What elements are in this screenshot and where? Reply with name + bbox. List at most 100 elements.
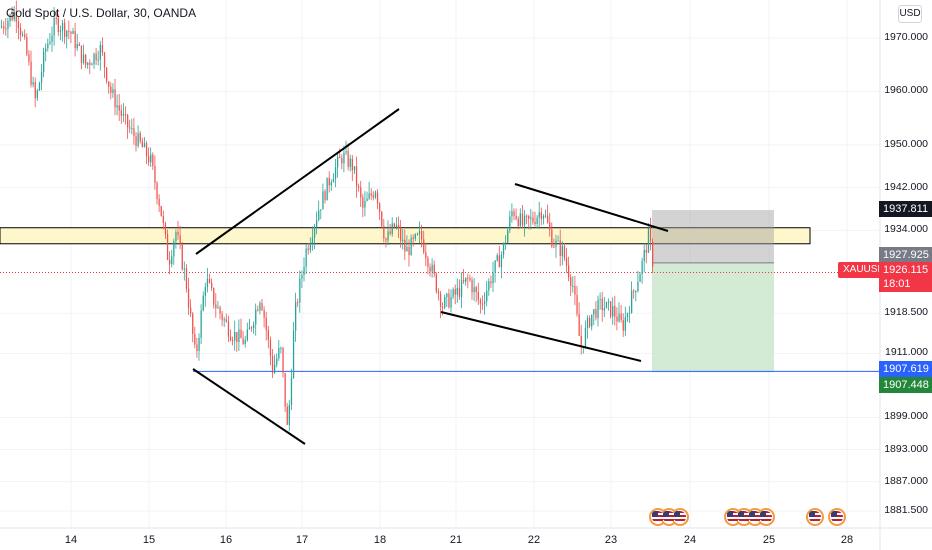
us-flag-icon[interactable]: [671, 508, 689, 526]
candle-body: [416, 234, 419, 236]
candle-body: [53, 17, 55, 36]
economic-events-group-3[interactable]: [806, 508, 824, 526]
candle-body: [555, 240, 557, 247]
candle-body: [192, 313, 194, 334]
candle-body: [244, 340, 246, 345]
candle-body: [544, 215, 547, 217]
candle-body: [639, 274, 641, 282]
economic-events-group-2[interactable]: [724, 508, 775, 526]
candle-body: [13, 11, 15, 20]
candle-body: [70, 32, 72, 34]
candle-body: [431, 264, 433, 272]
candle-body: [145, 143, 148, 157]
candle-body: [358, 186, 360, 188]
us-flag-icon[interactable]: [757, 508, 775, 526]
candle-body: [565, 258, 568, 266]
candle-body: [282, 347, 284, 373]
candle-body: [40, 72, 43, 83]
candle-body: [164, 222, 167, 235]
candle-body: [240, 329, 242, 339]
candle-body: [414, 234, 416, 239]
candle-body: [355, 166, 358, 187]
candle-body: [318, 210, 320, 221]
candle-body: [507, 230, 509, 243]
us-flag-icon[interactable]: [828, 508, 846, 526]
candle-body: [324, 191, 326, 201]
candle-body: [103, 52, 106, 68]
candle-body: [303, 266, 305, 275]
candle-body: [26, 37, 28, 55]
time-axis-label: 21: [449, 534, 463, 546]
candle-body: [261, 302, 263, 310]
wedge-lower-line: [440, 311, 642, 362]
candle-body: [339, 156, 341, 158]
candle-body: [38, 82, 41, 91]
candle-body: [645, 250, 647, 253]
candle-body: [127, 114, 129, 128]
candle-body: [150, 154, 152, 163]
candle-body: [393, 223, 395, 228]
candle-body: [502, 243, 505, 255]
currency-button[interactable]: USD: [898, 5, 922, 23]
candle-body: [215, 304, 217, 309]
candle-body: [607, 301, 610, 303]
candle-body: [295, 302, 297, 331]
candle-body: [78, 44, 80, 46]
candle-body: [332, 178, 335, 183]
candle-body: [74, 31, 76, 49]
economic-events-group-4[interactable]: [828, 508, 846, 526]
candle-body: [435, 273, 437, 292]
candle-body: [633, 290, 635, 292]
candle-body: [124, 113, 127, 115]
candle-body: [626, 313, 629, 318]
candle-body: [19, 28, 22, 35]
candle-body: [232, 340, 234, 342]
candle-body: [229, 336, 232, 341]
us-flag-icon[interactable]: [724, 508, 742, 526]
candle-body: [572, 285, 574, 287]
economic-events-group-1[interactable]: [649, 508, 689, 526]
us-flag-icon[interactable]: [806, 508, 824, 526]
candle-body: [622, 320, 624, 331]
candle-body: [11, 14, 13, 20]
candle-body: [330, 182, 332, 186]
candle-body: [528, 215, 530, 219]
candle-body: [91, 64, 93, 66]
candle-body: [595, 309, 597, 319]
candle-body: [248, 327, 251, 330]
candle-body: [122, 113, 125, 116]
candle-body: [597, 299, 599, 319]
candle-body: [570, 277, 572, 286]
candle-body: [49, 41, 51, 44]
candle-body: [166, 234, 169, 260]
candle-body: [526, 215, 528, 217]
candle-body: [47, 43, 49, 49]
candle-body: [519, 213, 521, 227]
candle-body: [465, 277, 467, 282]
candle-body: [446, 293, 448, 298]
candle-body: [292, 330, 295, 378]
price-axis-label: 1881.500: [884, 504, 928, 516]
candle-body: [334, 167, 337, 179]
candle-body: [30, 61, 32, 85]
candle-body: [345, 151, 347, 153]
time-axis-label: 17: [295, 534, 309, 546]
candle-body: [143, 143, 146, 148]
candle-body: [542, 215, 545, 219]
candle-body: [433, 264, 435, 274]
candle-body: [612, 306, 614, 317]
candle-body: [649, 228, 652, 242]
candle-body: [484, 301, 486, 304]
candle-body: [72, 31, 74, 34]
candle-body: [341, 157, 343, 164]
candle-body: [557, 240, 559, 242]
candle-body: [463, 279, 465, 282]
candle-body: [425, 252, 427, 259]
candle-body: [538, 212, 540, 218]
candle-body: [204, 287, 206, 296]
candle-body: [381, 211, 383, 226]
candle-body: [28, 54, 30, 62]
candle-body: [586, 317, 589, 328]
